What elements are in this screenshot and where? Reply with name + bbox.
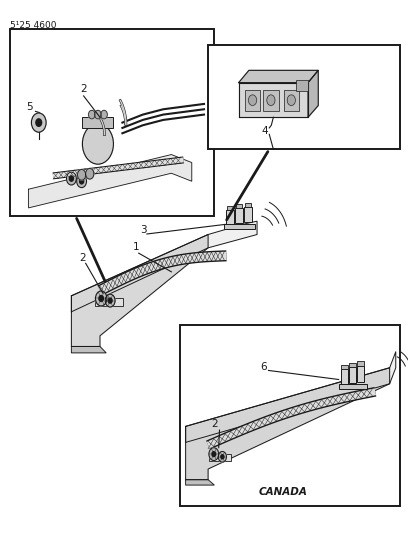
Polygon shape	[239, 70, 318, 83]
Polygon shape	[186, 352, 396, 442]
Bar	[263, 90, 279, 111]
Text: 4: 4	[261, 126, 268, 136]
Circle shape	[82, 124, 113, 164]
Text: 2: 2	[80, 84, 87, 94]
Polygon shape	[186, 480, 214, 485]
Circle shape	[78, 169, 86, 180]
Circle shape	[80, 179, 84, 184]
Circle shape	[99, 295, 104, 302]
Polygon shape	[71, 221, 257, 312]
Text: 5: 5	[26, 102, 32, 112]
Bar	[236, 204, 242, 208]
Circle shape	[95, 110, 101, 119]
Bar	[226, 210, 234, 225]
Bar	[245, 203, 251, 207]
Bar	[349, 367, 356, 383]
Text: 2: 2	[80, 253, 86, 263]
Polygon shape	[239, 83, 308, 117]
Bar	[341, 369, 348, 385]
Circle shape	[209, 448, 219, 461]
Circle shape	[69, 176, 73, 181]
Circle shape	[267, 95, 275, 106]
Circle shape	[89, 110, 95, 119]
Circle shape	[108, 298, 112, 303]
Circle shape	[105, 294, 115, 307]
Bar	[357, 366, 364, 382]
Bar	[95, 298, 123, 306]
Polygon shape	[186, 368, 390, 480]
Bar	[296, 80, 308, 91]
Bar	[227, 206, 233, 210]
Circle shape	[248, 95, 257, 106]
Bar	[180, 325, 400, 506]
Text: 5¹25 4600: 5¹25 4600	[10, 21, 57, 30]
Bar	[82, 117, 113, 128]
Circle shape	[67, 172, 76, 185]
Bar	[245, 90, 260, 111]
Circle shape	[86, 168, 94, 179]
Bar	[224, 224, 255, 229]
Bar	[341, 365, 348, 369]
Bar	[339, 384, 367, 389]
Text: CANADA: CANADA	[259, 487, 308, 497]
Bar	[349, 363, 356, 367]
Bar	[235, 208, 243, 223]
Text: 6: 6	[260, 361, 267, 372]
Circle shape	[212, 451, 216, 457]
Bar	[10, 29, 214, 216]
Polygon shape	[71, 346, 106, 353]
Bar	[244, 207, 252, 222]
Circle shape	[101, 110, 107, 119]
Bar	[209, 454, 231, 461]
Polygon shape	[71, 235, 208, 346]
Text: 2: 2	[211, 419, 218, 429]
Circle shape	[221, 455, 224, 459]
Polygon shape	[29, 155, 192, 208]
Text: 1: 1	[133, 242, 139, 252]
Circle shape	[95, 291, 107, 306]
Bar	[357, 361, 364, 366]
Bar	[284, 90, 299, 111]
Bar	[208, 45, 400, 149]
Polygon shape	[308, 70, 318, 117]
Text: 3: 3	[140, 225, 147, 235]
Circle shape	[77, 175, 86, 188]
Circle shape	[36, 119, 42, 126]
Circle shape	[31, 113, 46, 132]
Circle shape	[287, 95, 295, 106]
Circle shape	[218, 451, 226, 462]
